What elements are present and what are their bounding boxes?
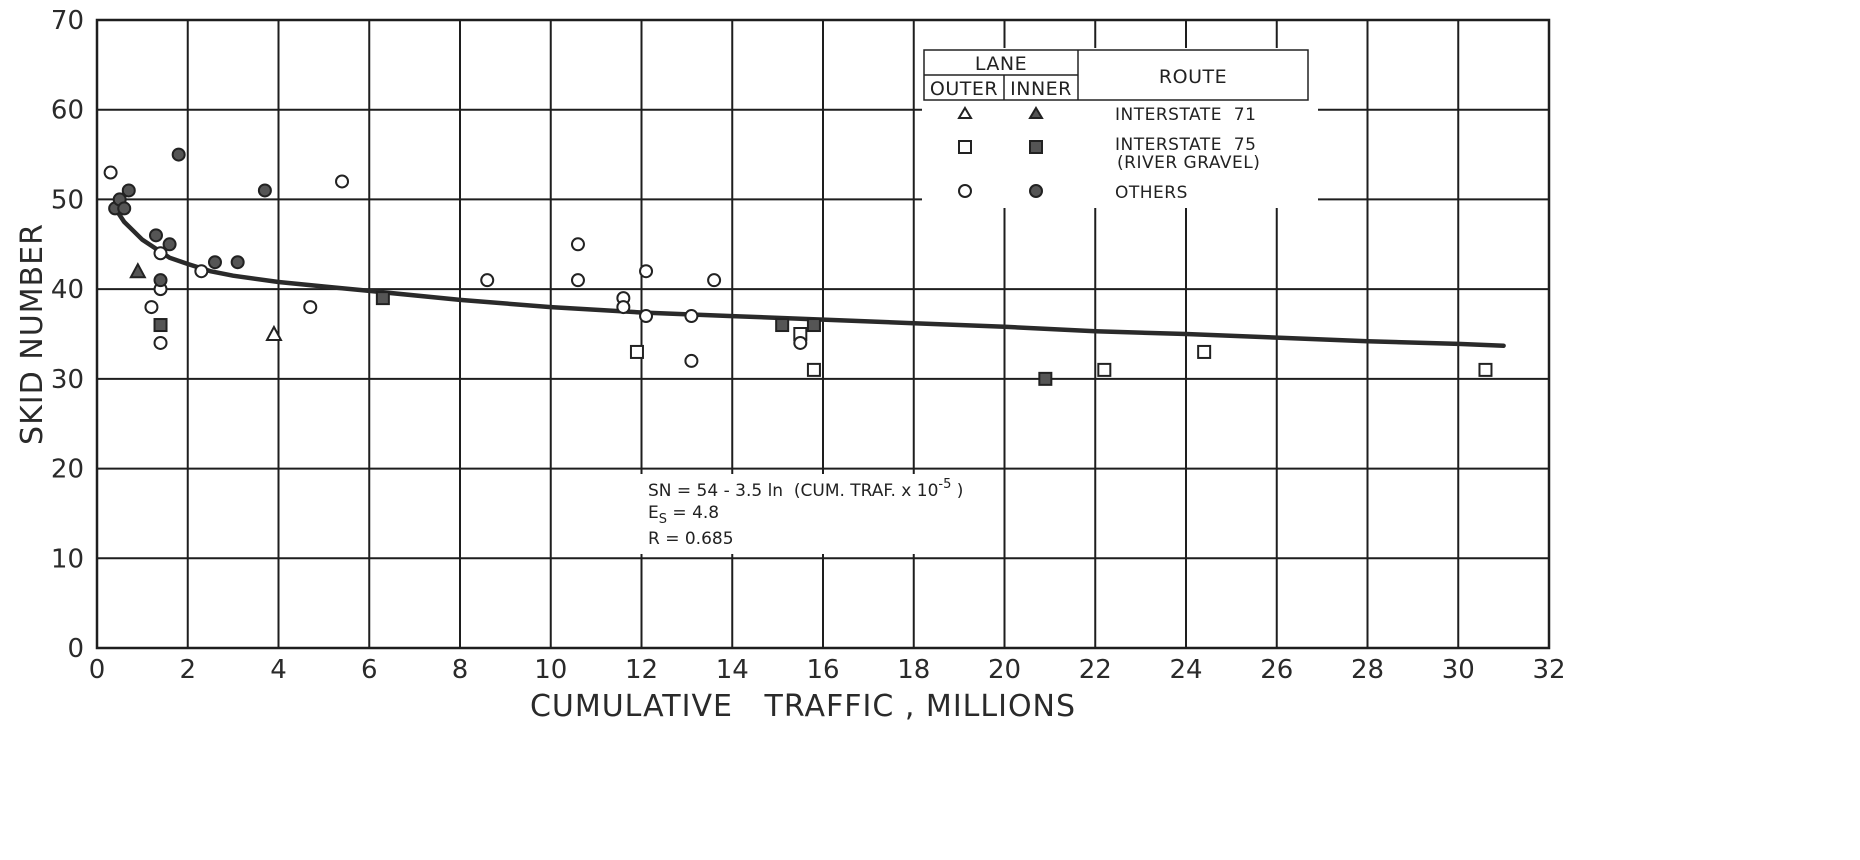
legend-outer-header: OUTER (930, 78, 998, 100)
correlation-line: R = 0.685 (648, 529, 734, 549)
std-error-value: = 4.8 (667, 503, 719, 523)
filled-circle-point (121, 183, 136, 198)
open-circle-point (570, 273, 585, 288)
std-error-symbol: E (648, 503, 659, 523)
x-tick-label: 22 (1079, 655, 1112, 685)
x-tick-label: 10 (534, 655, 567, 685)
equation-line: SN = 54 - 3.5 ln (CUM. TRAF. x 10-5 ) (648, 477, 963, 501)
x-tick-label: 20 (988, 655, 1021, 685)
filled-circle-point (117, 201, 132, 216)
x-tick-labels: 0 2 4 6 8 10 12 14 16 18 20 22 24 26 28 30 32 (89, 655, 1566, 685)
filled-circle-point (148, 228, 163, 243)
legend-route-interstate-71: INTERSTATE 71 (1115, 105, 1256, 125)
legend-filled-circle-icon (1029, 184, 1043, 198)
filled-square-point (375, 291, 390, 306)
x-tick-label: 28 (1351, 655, 1384, 685)
filled-circle-point (162, 237, 177, 252)
annotation-background (640, 474, 1000, 554)
open-circle-point (480, 273, 495, 288)
open-circle-point (335, 174, 350, 189)
open-square-point (1197, 344, 1212, 359)
filled-circle-point (230, 255, 245, 270)
open-circle-point (153, 246, 168, 261)
open-circle-point (639, 264, 654, 279)
legend-route-interstate-75-note: (RIVER GRAVEL) (1117, 153, 1260, 173)
data-points (103, 147, 1493, 386)
open-square-point (806, 362, 821, 377)
x-tick-label: 32 (1532, 655, 1565, 685)
open-circle-point (570, 237, 585, 252)
x-tick-label: 26 (1260, 655, 1293, 685)
y-tick-label: 20 (51, 455, 84, 485)
x-tick-label: 14 (716, 655, 749, 685)
legend-filled-square-icon (1029, 140, 1043, 154)
filled-square-point (153, 318, 168, 333)
legend-route-others: OTHERS (1115, 183, 1188, 203)
open-circle-point (303, 300, 318, 315)
y-tick-labels: 0 10 20 30 40 50 60 70 (51, 6, 84, 664)
std-error-subscript: S (659, 512, 667, 527)
equation-close: ) (951, 481, 963, 501)
y-tick-label: 10 (51, 544, 84, 574)
x-tick-label: 8 (452, 655, 469, 685)
filled-triangle-point (129, 262, 147, 279)
std-error-line: ES = 4.8 (648, 503, 719, 527)
open-circle-point (153, 335, 168, 350)
y-tick-label: 40 (51, 275, 84, 305)
filled-circle-point (207, 255, 222, 270)
y-tick-label: 30 (51, 365, 84, 395)
open-square-point (1478, 362, 1493, 377)
open-triangle-point (265, 324, 283, 341)
legend-route-header: ROUTE (1159, 66, 1227, 88)
equation-exponent: -5 (938, 477, 951, 492)
x-tick-label: 16 (806, 655, 839, 685)
open-circle-point (639, 309, 654, 324)
legend: LANE OUTER INNER ROUTE INTERSTATE 71 INT… (922, 48, 1318, 208)
filled-square-point (775, 318, 790, 333)
legend-open-triangle-icon (957, 106, 973, 119)
open-circle-point (144, 300, 159, 315)
filled-circle-point (257, 183, 272, 198)
legend-filled-triangle-icon (1028, 106, 1044, 119)
x-tick-label: 0 (89, 655, 106, 685)
y-tick-label: 50 (51, 185, 84, 215)
x-tick-label: 12 (625, 655, 658, 685)
legend-route-interstate-75: INTERSTATE 75 (1115, 135, 1256, 155)
legend-lane-header: LANE (975, 53, 1027, 75)
x-tick-label: 6 (361, 655, 378, 685)
equation-main: SN = 54 - 3.5 ln (CUM. TRAF. x 10 (648, 481, 938, 501)
filled-square-point (806, 318, 821, 333)
legend-inner-header: INNER (1010, 78, 1072, 100)
filled-circle-point (153, 273, 168, 288)
x-axis-title: CUMULATIVE TRAFFIC , MILLIONS (530, 689, 1076, 724)
plot-frame (95, 18, 1551, 650)
x-tick-label: 18 (897, 655, 930, 685)
y-tick-label: 60 (51, 96, 84, 126)
open-square-point (629, 344, 644, 359)
open-circle-point (684, 309, 699, 324)
filled-circle-point (171, 147, 186, 162)
open-circle-point (616, 300, 631, 315)
legend-open-circle-icon (958, 184, 972, 198)
open-circle-point (194, 264, 209, 279)
legend-open-square-icon (958, 140, 972, 154)
open-circle-point (684, 353, 699, 368)
y-axis-title: SKID NUMBER (15, 223, 50, 445)
x-tick-label: 24 (1169, 655, 1202, 685)
y-tick-label: 70 (51, 6, 84, 36)
open-square-point (1097, 362, 1112, 377)
open-circle-point (103, 165, 118, 180)
x-tick-label: 2 (179, 655, 196, 685)
open-circle-point (707, 273, 722, 288)
regression-annotation: SN = 54 - 3.5 ln (CUM. TRAF. x 10-5 ) ES… (640, 474, 1000, 554)
open-circle-point (793, 335, 808, 350)
x-tick-label: 4 (270, 655, 287, 685)
x-tick-label: 30 (1442, 655, 1475, 685)
filled-square-point (1038, 371, 1053, 386)
y-tick-label: 0 (67, 634, 84, 664)
